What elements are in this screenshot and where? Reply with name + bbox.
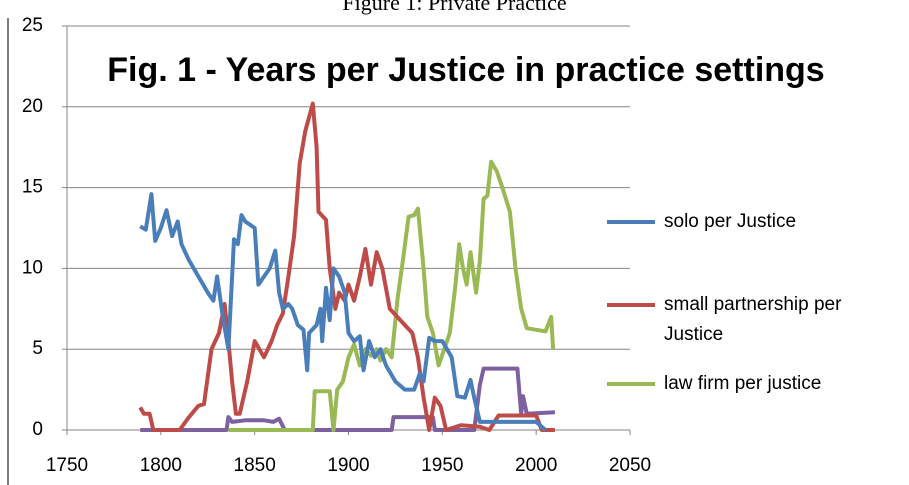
series-line: [228, 159, 556, 432]
chart-title: Fig. 1 - Years per Justice in practice s…: [107, 51, 825, 89]
x-tick-label: 1900: [327, 455, 369, 476]
x-tick-label: 1800: [140, 455, 182, 476]
x-tick-label: 1950: [421, 455, 463, 476]
x-tick-label: 1850: [234, 455, 276, 476]
series-line: [140, 366, 556, 432]
series-line: [138, 101, 555, 432]
series-line: [139, 192, 547, 432]
x-tick-label: 1750: [46, 455, 88, 476]
legend-label: small partnership per Justice: [664, 294, 842, 345]
y-tick-label: 0: [32, 419, 43, 440]
y-tick-label: 10: [22, 257, 43, 278]
y-tick-label: 15: [22, 177, 43, 198]
x-tick-label: 2000: [515, 455, 557, 476]
x-tick-label: 2050: [609, 455, 651, 476]
legend-label: solo per Justice: [664, 211, 797, 232]
y-tick-label: 5: [32, 338, 43, 359]
caption: Figure 1: Private Practice: [342, 0, 567, 15]
legend-label: law firm per justice: [664, 373, 822, 394]
y-tick-label: 25: [22, 15, 43, 36]
y-tick-label: 20: [22, 96, 43, 117]
